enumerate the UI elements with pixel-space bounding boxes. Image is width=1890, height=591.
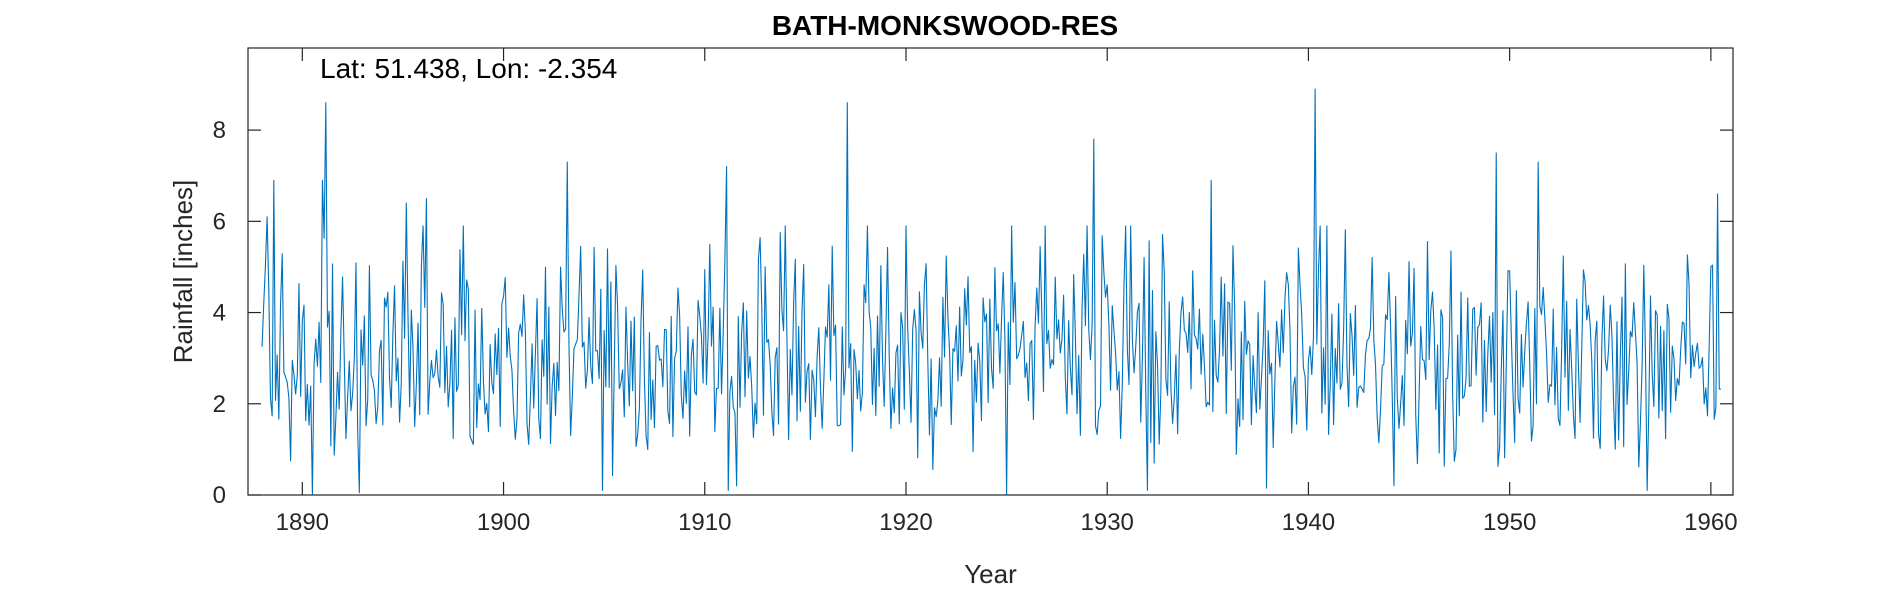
x-tick-label: 1910 (678, 509, 731, 536)
x-tick-label: 1960 (1684, 509, 1737, 536)
y-tick-label: 0 (213, 482, 226, 509)
axis-ticks: 1890 1900 1910 1920 1930 1940 1950 1960 0 2 4 6 8 (213, 48, 1738, 536)
y-axis-label: Rainfall [inches] (168, 180, 198, 364)
x-axis-label: Year (964, 559, 1017, 589)
x-tick-label: 1950 (1483, 509, 1536, 536)
location-annotation: Lat: 51.438, Lon: -2.354 (320, 53, 617, 84)
y-tick-label: 2 (213, 391, 226, 418)
x-tick-label: 1890 (276, 509, 329, 536)
axes-box (247, 47, 1734, 496)
x-tick-label: 1920 (879, 509, 932, 536)
x-tick-label: 1930 (1081, 509, 1134, 536)
plot-area (261, 88, 1722, 496)
rainfall-series-line (261, 88, 1722, 496)
y-tick-label: 6 (213, 208, 226, 235)
x-tick-label: 1940 (1282, 509, 1335, 536)
y-tick-label: 8 (213, 117, 226, 144)
y-tick-label: 4 (213, 300, 226, 327)
chart-title: BATH-MONKSWOOD-RES (772, 10, 1118, 41)
x-tick-label: 1900 (477, 509, 530, 536)
